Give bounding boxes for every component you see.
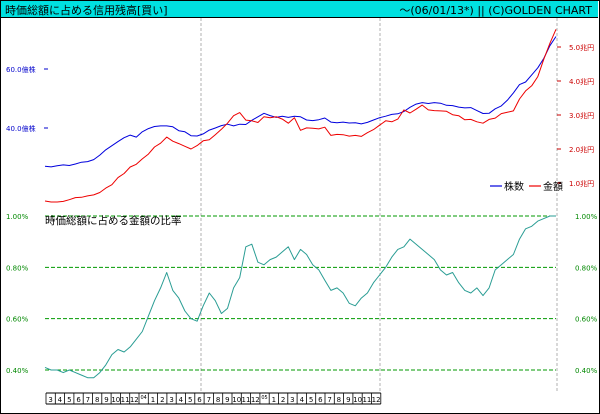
left-axis-tick-label: 40.0億株 [6, 124, 36, 133]
x-axis-month-label: 11 [362, 396, 371, 404]
x-axis-month-label: 12 [251, 396, 260, 404]
series-line-amount [44, 29, 557, 203]
x-axis-month-label: 4 [58, 396, 63, 404]
ratio-right-tick-label: 0.60% [575, 316, 598, 324]
x-axis-year-label: 05 [261, 395, 267, 401]
x-axis-month-label: 8 [216, 396, 220, 404]
chart-title: 時価総額に占める信用残高[買い] [5, 4, 168, 17]
series-line-ratio [44, 215, 556, 379]
right-axis-tick-label: 1.0兆円 [569, 179, 594, 188]
ratio-left-tick-label: 0.60% [6, 316, 29, 324]
x-axis-month-label: 11 [121, 396, 130, 404]
x-axis-month-label: 6 [197, 396, 202, 404]
x-axis-month-label: 12 [372, 396, 381, 404]
x-axis-month-label: 7 [327, 396, 331, 404]
x-axis: 3 4 5 6 7 8 9 10 11 12 04 1 2 3 4 5 6 7 8 9 10 11 12 05 1 2 3 4 5 6 7 8… [45, 392, 382, 405]
legend-label-amount: 金額 [543, 180, 563, 193]
axis-labels: 40.0億株 60.0億株 1.0兆円 2.0兆円 3.0兆円 4.0兆円 5.0兆円 0.4… [6, 43, 598, 375]
title-bar: 時価総額に占める信用残高[買い] 〜(06/01/13*) || (C)GOLD… [1, 1, 598, 18]
x-axis-month-label: 7 [86, 396, 90, 404]
right-axis-tick-label: 3.0兆円 [569, 111, 594, 120]
x-axis-year-label: 04 [141, 395, 147, 401]
right-axis-tick-label: 2.0兆円 [569, 145, 594, 154]
x-axis-month-label: 10 [111, 396, 120, 404]
ratio-left-tick-label: 0.80% [6, 264, 29, 272]
x-axis-month-label: 2 [281, 396, 285, 404]
x-axis-month-label: 7 [207, 396, 211, 404]
lower-chart-title: 時価総額に占める金額の比率 [45, 214, 182, 227]
x-axis-month-label: 3 [48, 396, 52, 404]
x-axis-month-label: 6 [76, 396, 81, 404]
series-lines [44, 29, 557, 379]
x-axis-month-label: 10 [232, 396, 241, 404]
x-axis-month-label: 10 [353, 396, 362, 404]
left-axis-tick-label: 60.0億株 [6, 65, 36, 74]
x-axis-month-label: 1 [272, 396, 276, 404]
series-line-shares [44, 36, 557, 168]
x-axis-month-label: 3 [169, 396, 173, 404]
x-axis-month-label: 6 [318, 396, 323, 404]
chart-date-copyright: 〜(06/01/13*) || (C)GOLDEN CHART [399, 4, 592, 17]
x-axis-month-label: 9 [346, 396, 350, 404]
legend: 株数 金額 [490, 180, 563, 193]
ratio-left-tick-label: 0.40% [6, 367, 29, 375]
x-axis-month-label: 8 [337, 396, 341, 404]
legend-label-shares: 株数 [504, 180, 524, 193]
x-axis-month-label: 4 [300, 396, 305, 404]
x-axis-month-label: 5 [188, 396, 192, 404]
x-axis-month-label: 11 [242, 396, 251, 404]
x-axis-month-label: 5 [67, 396, 71, 404]
x-axis-month-label: 2 [160, 396, 164, 404]
horizontal-gridlines [45, 215, 556, 371]
ratio-right-tick-label: 0.40% [575, 367, 598, 375]
x-axis-month-label: 1 [151, 396, 155, 404]
vertical-gridlines [200, 18, 558, 393]
right-axis-tick-label: 5.0兆円 [569, 43, 594, 52]
ratio-left-tick-label: 1.00% [6, 213, 29, 221]
x-axis-month-label: 4 [179, 396, 184, 404]
ratio-right-tick-label: 1.00% [575, 213, 598, 221]
x-axis-month-label: 12 [130, 396, 139, 404]
x-axis-month-label: 5 [309, 396, 313, 404]
x-axis-month-label: 9 [225, 396, 229, 404]
x-axis-month-label: 8 [95, 396, 99, 404]
x-axis-month-label: 3 [290, 396, 294, 404]
right-axis-tick-label: 4.0兆円 [569, 77, 594, 86]
x-axis-month-label: 9 [104, 396, 108, 404]
ratio-right-tick-label: 0.80% [575, 264, 598, 272]
